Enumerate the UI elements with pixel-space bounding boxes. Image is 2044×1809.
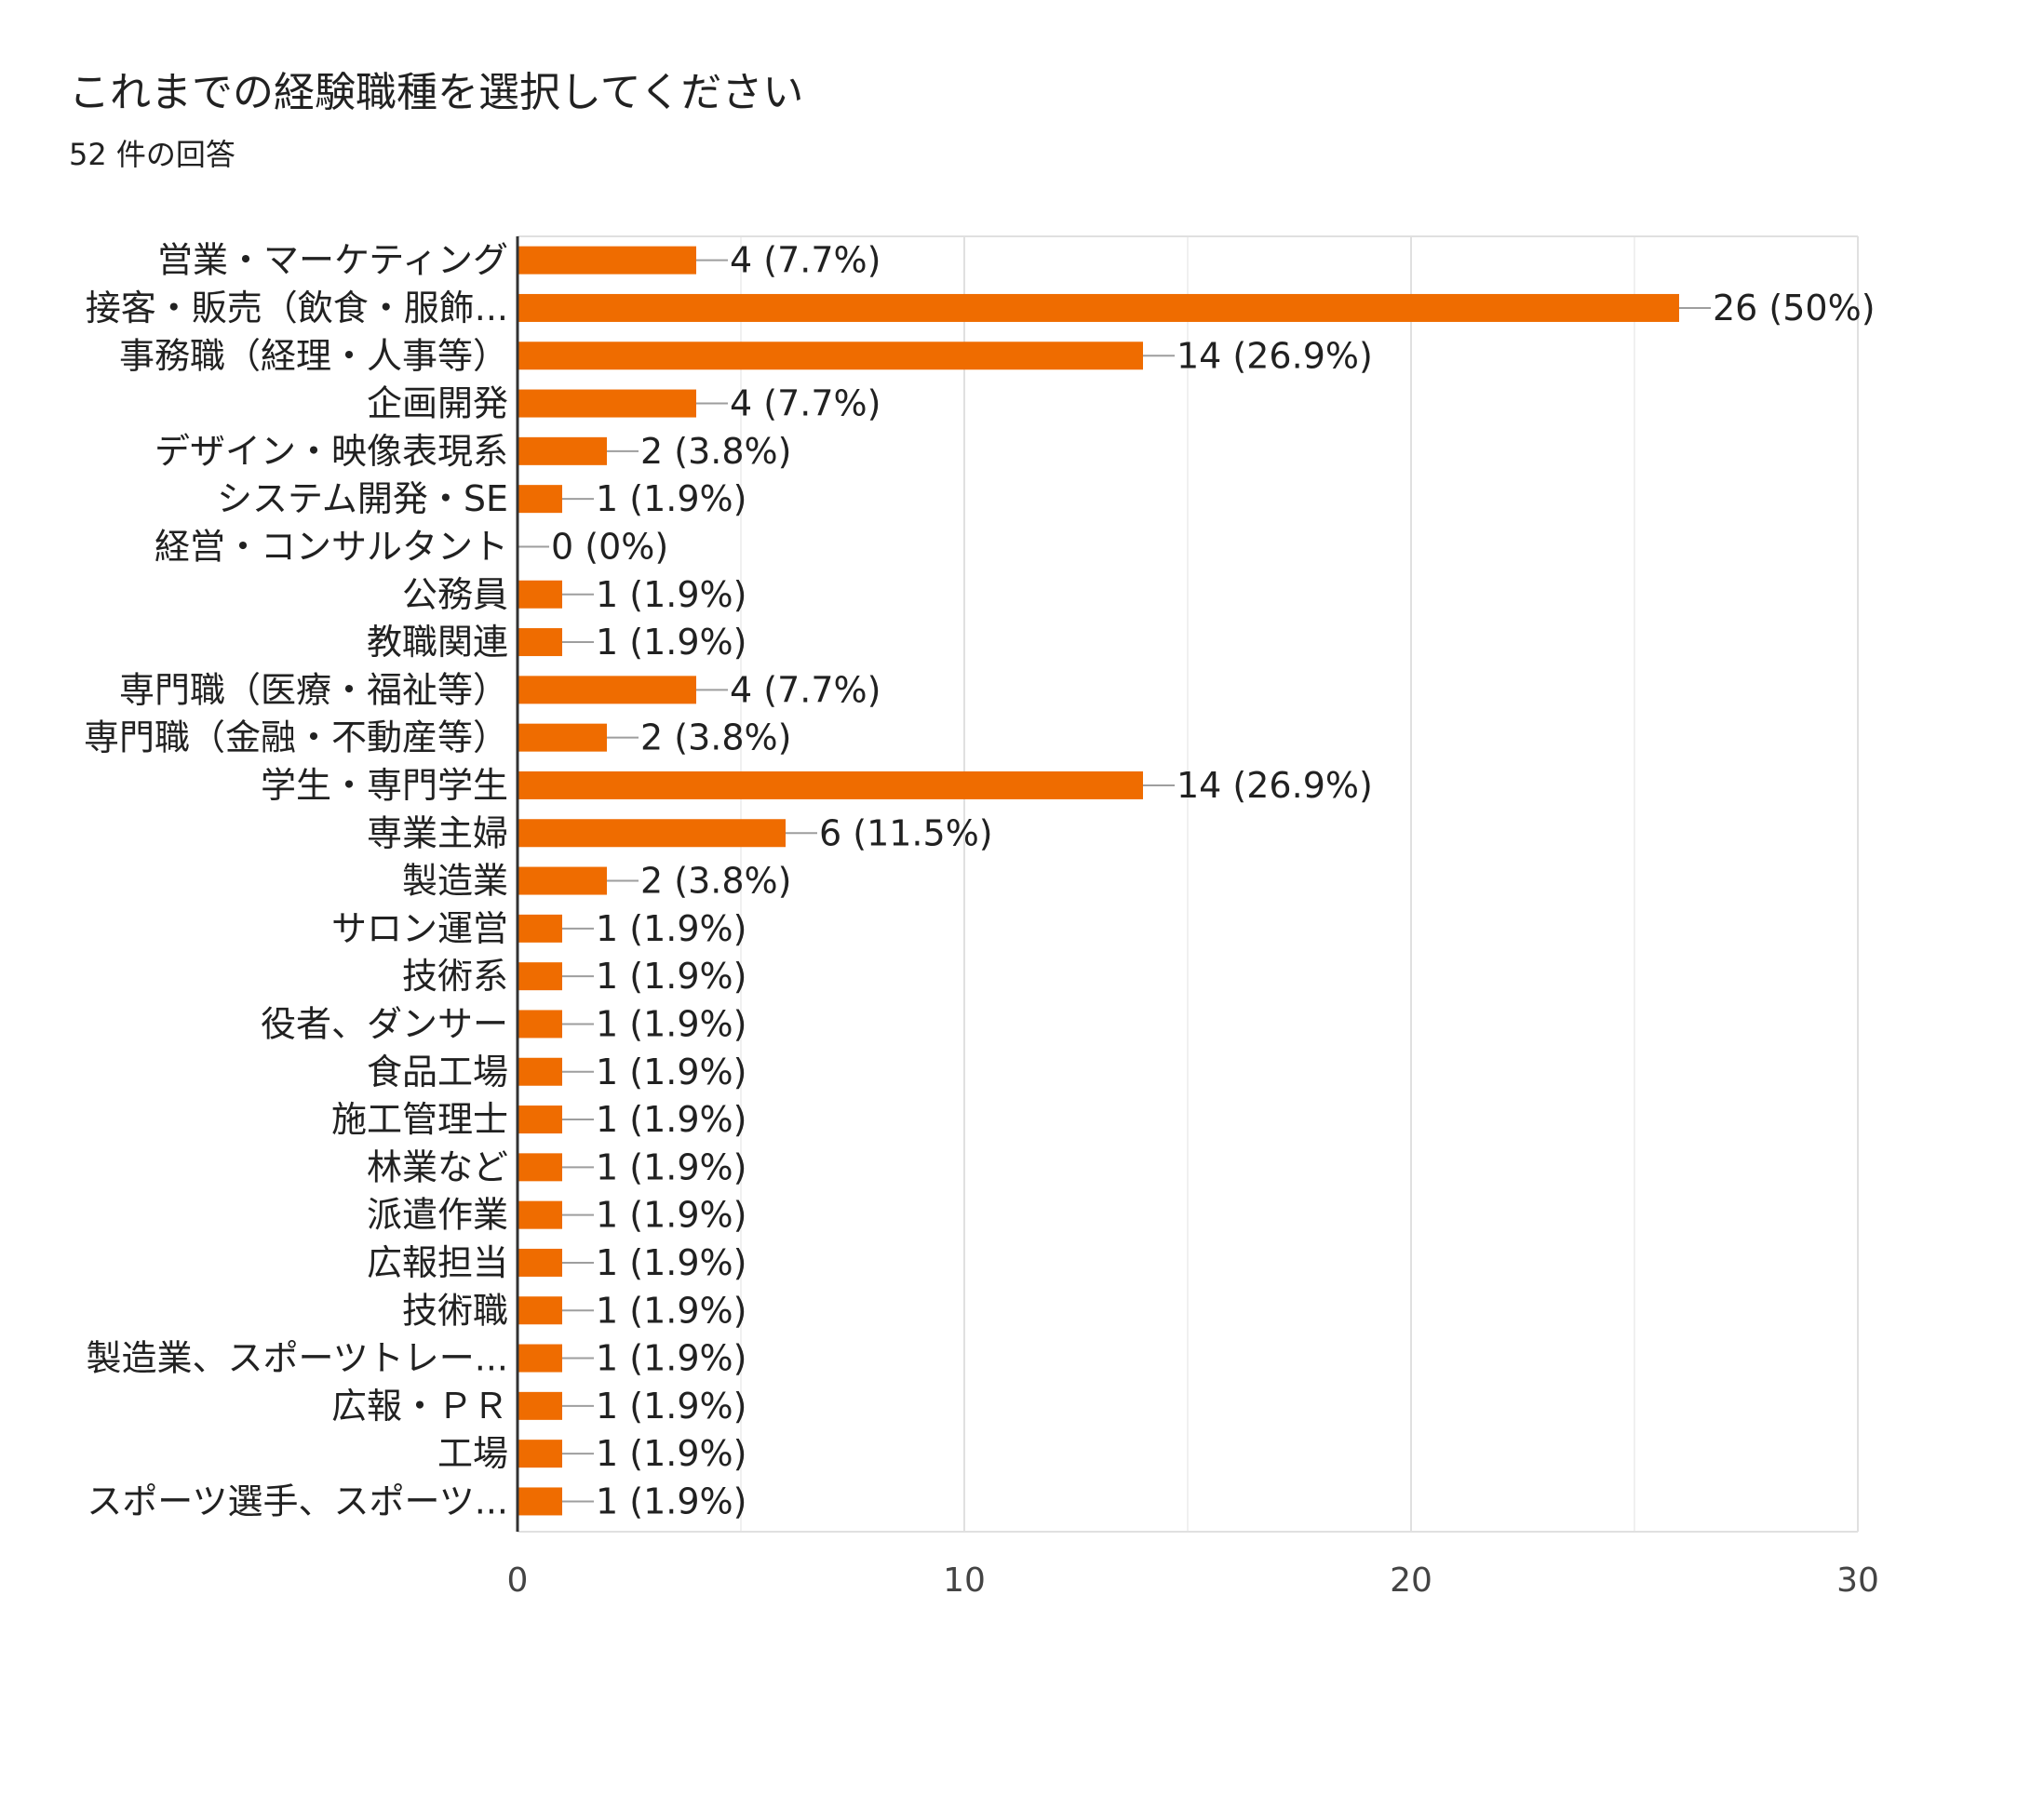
data-label: 1 (1.9%) [596,622,746,663]
x-tick-label: 0 [507,1561,529,1600]
data-label: 1 (1.9%) [596,574,746,615]
category-label: 役者、ダンサー [261,1003,508,1044]
category-label: 企画開発 [367,383,508,424]
bar [518,1153,562,1182]
bar [518,866,607,895]
data-label: 0 (0%) [551,526,668,567]
bar [518,342,1143,370]
bar [518,819,786,848]
category-label: 営業・マーケティング [157,240,508,281]
data-label: 1 (1.9%) [596,1003,746,1044]
category-label: 林業など [367,1146,508,1187]
bar [518,628,562,657]
bar [518,485,562,514]
bar [518,1296,562,1325]
category-label: 接客・販売（飲食・服飾... [86,288,508,328]
bar [518,723,607,752]
category-label: 広報担当 [367,1242,508,1283]
category-label: デザイン・映像表現系 [155,431,508,472]
grid-lines [517,235,1859,1533]
bar [518,676,696,704]
bar [518,1057,562,1086]
category-label: 教職関連 [367,622,508,663]
bar [518,1440,562,1468]
category-label: 技術職 [402,1290,508,1331]
data-label: 2 (3.8%) [640,431,791,472]
category-label: 派遣作業 [367,1195,508,1236]
data-label: 1 (1.9%) [596,1433,746,1474]
data-label: 4 (7.7%) [730,383,881,424]
bar [518,1010,562,1038]
x-tick-label: 10 [943,1561,986,1600]
category-label: 事務職（経理・人事等） [119,335,508,376]
data-label: 6 (11.5%) [819,812,993,853]
data-label: 1 (1.9%) [596,1290,746,1331]
x-tick-label: 20 [1390,1561,1432,1600]
category-label: 経営・コンサルタント [155,526,508,567]
category-label: 専門職（金融・不動産等） [84,717,508,758]
bar [518,1106,562,1134]
bar [518,1344,562,1373]
data-label: 1 (1.9%) [596,956,746,997]
category-label: 工場 [437,1433,508,1474]
data-label: 2 (3.8%) [640,861,791,902]
category-label: サロン運営 [331,908,508,949]
data-label: 2 (3.8%) [640,717,791,758]
category-label: 公務員 [402,574,508,615]
bar [518,246,696,275]
data-label: 4 (7.7%) [730,240,881,281]
data-label: 4 (7.7%) [730,669,881,710]
x-tick-label: 30 [1836,1561,1879,1600]
chart-title: これまでの経験職種を選択してください [69,69,804,116]
bar [518,436,607,465]
bar [518,1248,562,1277]
axes: 0 10 20 30 [507,236,1879,1600]
data-label: 1 (1.9%) [596,478,746,519]
bar [518,1487,562,1516]
category-label: 広報・ＰＲ [331,1386,508,1427]
data-label: 1 (1.9%) [596,1099,746,1140]
data-label: 1 (1.9%) [596,1386,746,1427]
category-label: 製造業、スポーツトレー... [87,1338,508,1379]
labels: 4 (7.7%) 営業・マーケティング 26 (50%) 接客・販売（飲食・服飾...… [84,240,1876,1522]
bar [518,580,562,609]
category-label: スポーツ選手、スポーツ... [87,1481,508,1521]
data-label: 26 (50%) [1713,288,1876,328]
bar [518,770,1143,799]
bar [518,962,562,991]
data-label: 1 (1.9%) [596,1242,746,1283]
data-label: 1 (1.9%) [596,1146,746,1187]
data-label: 1 (1.9%) [596,1481,746,1521]
data-label: 1 (1.9%) [596,1052,746,1092]
category-label: システム開発・SE [217,478,508,519]
data-label: 14 (26.9%) [1177,765,1373,806]
data-label: 1 (1.9%) [596,1195,746,1236]
data-label: 14 (26.9%) [1177,335,1373,376]
bars [518,246,1679,1516]
category-label: 専門職（医療・福祉等） [119,669,508,710]
category-label: 技術系 [402,956,508,997]
data-label: 1 (1.9%) [596,908,746,949]
bar [518,293,1679,322]
category-label: 施工管理士 [331,1099,508,1140]
category-label: 製造業 [402,861,508,902]
data-label: 1 (1.9%) [596,1338,746,1379]
bar [518,1200,562,1229]
chart-subtitle: 52 件の回答 [69,137,235,172]
bar [518,914,562,943]
category-label: 学生・専門学生 [261,765,508,806]
category-label: 食品工場 [367,1052,508,1092]
bar [518,389,696,418]
bar [518,1391,562,1420]
category-label: 専業主婦 [367,812,508,853]
